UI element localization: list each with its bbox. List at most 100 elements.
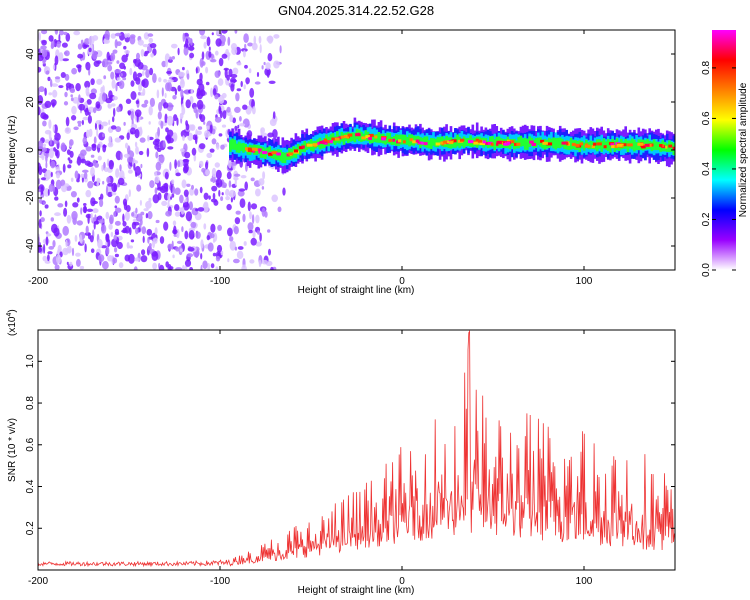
noise-blob (217, 78, 224, 86)
noise-blob (230, 196, 233, 203)
noise-blob (86, 129, 90, 138)
noise-blob (249, 211, 252, 220)
noise-blob (141, 226, 147, 235)
noise-blob (233, 173, 241, 177)
noise-blob (123, 45, 127, 50)
y-tick-label: 0.2 (25, 521, 36, 535)
noise-blob (158, 101, 163, 112)
noise-blob (155, 219, 160, 224)
noise-blob (127, 145, 131, 155)
signal-band-segment (395, 134, 398, 146)
noise-blob (215, 143, 220, 150)
noise-blob (94, 162, 99, 168)
signal-peak (579, 142, 583, 146)
signal-peak (343, 135, 347, 139)
noise-blob (48, 148, 55, 159)
noise-blob (138, 150, 144, 156)
noise-blob (114, 137, 122, 143)
noise-blob (130, 110, 134, 121)
noise-blob (200, 253, 203, 260)
noise-blob (45, 169, 52, 180)
noise-blob (50, 99, 57, 107)
noise-blob (111, 79, 116, 89)
signal-peak (409, 138, 413, 142)
signal-band-segment (312, 141, 315, 152)
signal-band-segment (659, 142, 662, 152)
noise-blob (140, 255, 148, 263)
noise-blob (46, 233, 52, 237)
noise-blob (141, 79, 146, 87)
noise-blob (147, 211, 153, 220)
noise-blob (55, 149, 60, 159)
noise-blob (87, 214, 90, 225)
noise-blob (137, 72, 143, 78)
noise-blob (166, 70, 173, 75)
noise-blob (266, 68, 270, 78)
noise-blob (54, 55, 59, 66)
noise-blob (243, 241, 247, 246)
signal-peak (424, 142, 428, 146)
signal-peak (361, 136, 367, 140)
noise-blob (158, 77, 162, 83)
noise-blob (257, 230, 260, 235)
signal-band-segment (593, 142, 597, 150)
noise-blob (126, 132, 130, 140)
noise-blob (147, 33, 154, 37)
noise-blob (135, 207, 138, 214)
noise-blob (51, 83, 59, 87)
noise-blob (47, 188, 50, 196)
noise-blob (217, 224, 223, 231)
signal-peak (347, 133, 353, 137)
signal-band-segment (268, 146, 271, 158)
x-tick-label: -100 (210, 276, 230, 287)
noise-blob (101, 164, 104, 172)
signal-band-segment (606, 139, 610, 151)
noise-blob (194, 134, 198, 145)
noise-blob (182, 165, 189, 174)
noise-blob (221, 30, 228, 34)
signal-band-segment (423, 136, 427, 147)
noise-blob (64, 73, 70, 81)
noise-blob (252, 106, 256, 115)
signal-band-segment (558, 137, 562, 149)
noise-blob (84, 160, 92, 166)
noise-blob (273, 34, 280, 39)
noise-blob (225, 188, 230, 197)
noise-blob (126, 33, 131, 38)
signal-peak (621, 143, 627, 147)
signal-band-segment (465, 138, 468, 147)
noise-blob (64, 91, 68, 98)
noise-blob (47, 254, 50, 262)
noise-blob (214, 70, 221, 78)
noise-blob (157, 111, 162, 120)
noise-blob (136, 184, 142, 192)
signal-band-segment (390, 137, 394, 145)
noise-blob (201, 61, 206, 66)
noise-blob (97, 143, 101, 148)
noise-blob (180, 89, 184, 98)
noise-blob (242, 50, 246, 58)
signal-peak (641, 145, 646, 149)
noise-blob (149, 97, 155, 107)
noise-blob (212, 252, 217, 257)
noise-blob (174, 211, 181, 217)
noise-blob (50, 39, 55, 49)
noise-blob (253, 35, 257, 45)
noise-blob (68, 159, 73, 164)
noise-blob (56, 41, 61, 48)
noise-blob (189, 267, 193, 270)
noise-blob (44, 129, 52, 135)
noise-blob (256, 72, 260, 77)
noise-blob (100, 224, 107, 234)
signal-peak (306, 143, 313, 147)
noise-blob (182, 265, 185, 270)
noise-blob (142, 235, 145, 243)
noise-blob (135, 213, 143, 222)
noise-blob (121, 54, 128, 63)
noise-blob (164, 171, 169, 180)
signal-peak (603, 145, 607, 149)
noise-blob (114, 220, 121, 226)
noise-blob (164, 113, 168, 124)
noise-blob (237, 190, 245, 197)
